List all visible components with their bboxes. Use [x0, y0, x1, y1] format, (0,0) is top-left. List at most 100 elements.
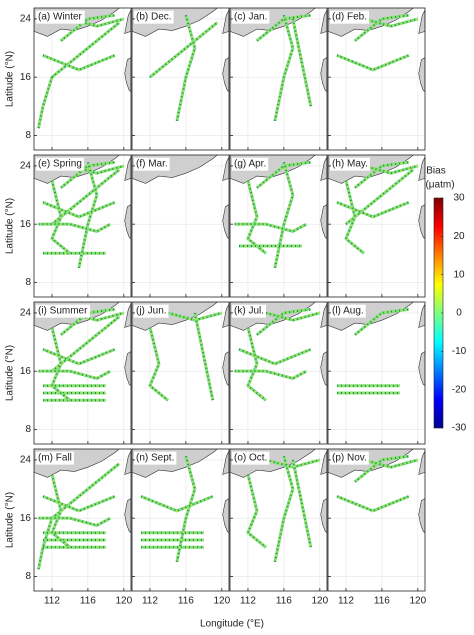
x-axis-label: Longitude (°E) — [200, 619, 264, 630]
ship-track-dots — [140, 495, 214, 512]
ship-track-dots — [336, 495, 410, 512]
ship-track-dots — [273, 15, 294, 122]
ship-track-dots — [354, 455, 409, 483]
x-tick-label: 120 — [311, 596, 328, 607]
ship-track-dots — [194, 312, 214, 401]
panel-content — [34, 8, 131, 150]
y-tick-label: 16 — [20, 72, 32, 83]
x-tick-label: 116 — [80, 596, 96, 607]
panel-label-bg — [36, 451, 74, 465]
panel-label-bg — [134, 304, 169, 318]
map-panel: (d) Feb. — [327, 7, 426, 151]
panel-frame — [131, 448, 230, 592]
panel-label-bg — [36, 10, 85, 24]
x-tick-label: 116 — [276, 596, 292, 607]
land — [320, 157, 327, 181]
ship-track-dots — [256, 161, 311, 189]
ship-track-dots — [60, 14, 115, 42]
ship-track-dots — [354, 161, 409, 189]
land — [124, 304, 131, 328]
map-panel: (g) Apr. — [229, 154, 328, 298]
y-tick-label: 24 — [20, 308, 32, 319]
land — [124, 451, 131, 475]
land — [320, 451, 327, 475]
ship-track-dots — [336, 495, 410, 512]
map-panel: (c) Jan. — [229, 7, 328, 151]
panel-label: (k) Jul. — [234, 306, 264, 317]
colorbar-title: Bias — [426, 166, 445, 177]
colorbar-tick-label: -30 — [452, 423, 467, 434]
ship-track-dots — [363, 165, 419, 175]
land — [124, 351, 131, 387]
panel-frame — [327, 154, 426, 298]
panel-label-bg — [134, 157, 170, 171]
land — [418, 498, 425, 534]
ship-track-dots — [167, 312, 223, 322]
ship-track-dots — [246, 474, 267, 549]
panel-label: (e) Spring — [38, 159, 82, 170]
ship-track — [38, 516, 112, 527]
y-tick-label: 8 — [25, 424, 31, 435]
ship-track — [38, 369, 112, 380]
y-tick-label: 24 — [20, 455, 32, 466]
panel-frame — [327, 301, 426, 445]
panel-label: (c) Jan. — [234, 12, 267, 23]
ship-track-dots — [256, 308, 311, 336]
ship-track-dots — [363, 459, 419, 469]
ship-track-dots — [265, 459, 321, 469]
panel-label: (m) Fall — [38, 453, 72, 464]
ship-track-dots — [42, 54, 116, 71]
ship-track-dots — [274, 456, 294, 563]
ship-track-dots — [274, 15, 294, 122]
x-tick-label: 120 — [115, 596, 132, 607]
land — [222, 351, 229, 387]
ship-track-dots — [292, 18, 312, 107]
ship-track-dots — [148, 327, 169, 402]
panel-label: (o) Oct. — [234, 453, 267, 464]
map-panel: (o) Oct. 112 116 120 — [229, 448, 329, 607]
ship-track-dots — [50, 474, 71, 549]
ship-track-dots — [345, 168, 414, 225]
panel-frame — [33, 448, 132, 592]
map-panel: (p) Nov. 112 116 120 — [327, 448, 427, 607]
land — [320, 498, 327, 534]
ship-track-dots — [51, 168, 120, 225]
map-panel: (k) Jul. — [229, 301, 328, 445]
ship-track-dots — [42, 201, 116, 218]
x-tick-label: 112 — [142, 596, 158, 607]
ship-track-dots — [291, 459, 312, 548]
ship-track — [234, 369, 308, 380]
ship-track-dots — [193, 312, 214, 401]
land — [418, 157, 425, 181]
ship-track-dots — [238, 348, 312, 365]
ship-track — [234, 222, 308, 233]
panel-frame — [327, 448, 426, 592]
ship-track-dots — [354, 308, 409, 336]
ship-track-dots — [69, 165, 125, 175]
ship-track-dots — [265, 312, 321, 322]
land — [124, 157, 131, 181]
panel-label: (j) Jun. — [136, 306, 167, 317]
y-tick-label: 24 — [20, 161, 32, 172]
ship-track-dots — [238, 348, 312, 365]
x-tick-label: 120 — [409, 596, 426, 607]
panel-label: (g) Apr. — [234, 159, 266, 170]
ship-track-dots — [77, 162, 98, 269]
ship-track-dots — [42, 348, 116, 365]
map-panel: (a) Winter 8 16 24 Latitude (°N) — [5, 7, 132, 151]
ship-track-dots — [344, 180, 365, 255]
panel-label: (f) Mar. — [136, 159, 168, 170]
ship-track-dots — [273, 162, 294, 269]
ship-track-dots — [256, 14, 311, 42]
panel-label: (p) Nov. — [332, 453, 367, 464]
map-panel: (n) Sept. 112 116 120 — [131, 448, 231, 607]
panel-content — [34, 155, 131, 297]
panel-label-bg — [330, 10, 370, 24]
panel-label-bg — [330, 451, 369, 465]
y-tick-label: 24 — [20, 14, 32, 25]
land — [124, 498, 131, 534]
land — [418, 351, 425, 387]
panel-frame — [33, 7, 132, 151]
panel-label: (h) May. — [332, 159, 368, 170]
